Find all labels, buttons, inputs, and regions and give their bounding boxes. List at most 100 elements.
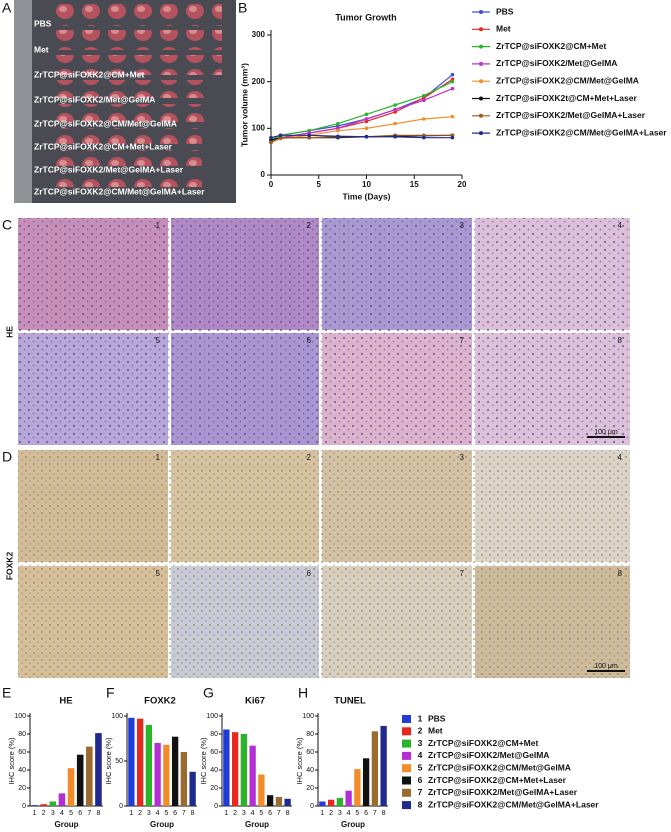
y-tick-label: 0 <box>22 803 26 810</box>
data-point <box>269 140 273 145</box>
bar <box>154 743 161 806</box>
panel-letter: C <box>2 217 12 233</box>
data-point <box>364 112 369 117</box>
legend-label: ZrTCP@siFOXK2@CM+Met <box>496 41 606 51</box>
x-tick-label: 8 <box>286 810 290 817</box>
bar <box>345 790 352 806</box>
tile-number: 6 <box>307 336 312 345</box>
panel-letter: H <box>298 685 308 701</box>
data-point <box>364 126 369 131</box>
data-point <box>450 135 455 140</box>
data-point <box>307 133 312 138</box>
bar <box>189 771 196 806</box>
bar <box>128 717 135 806</box>
x-tick-label: 1 <box>320 810 324 817</box>
panel-letter: E <box>2 685 11 701</box>
bar <box>76 754 84 806</box>
x-tick-label: 0 <box>269 180 274 189</box>
x-axis-label: Group <box>150 820 174 829</box>
bar <box>58 793 66 806</box>
series-line <box>270 134 453 139</box>
y-axis-label: IHC score (%) <box>7 737 16 785</box>
y-tick-label: 100 <box>252 123 266 132</box>
y-tick-label: 80 <box>306 731 314 738</box>
bar <box>284 798 291 806</box>
tile-number: 2 <box>307 453 312 462</box>
x-tick-label: 2 <box>138 810 142 817</box>
tile-number: 5 <box>156 569 161 578</box>
x-tick-label: 3 <box>51 810 55 817</box>
bar <box>67 768 75 806</box>
bar <box>336 797 344 806</box>
legend-swatch <box>402 751 411 760</box>
photo-label: ZrTCP@siFOXK2@CM+Met <box>34 69 144 79</box>
legend-label: ZrTCP@siFOXK2/Met@GelMA <box>496 58 617 68</box>
photo-label: PBS <box>34 18 52 28</box>
bar <box>380 725 387 806</box>
legend-label: ZrTCP@siFOXK2@CM+Met+Laser <box>428 775 567 785</box>
bar <box>86 746 93 806</box>
legend-swatch <box>402 776 411 785</box>
x-tick-label: 6 <box>268 810 272 817</box>
bar <box>275 797 283 806</box>
series-line <box>270 81 453 141</box>
chart-title: Tumor Growth <box>335 12 396 22</box>
x-tick-label: 1 <box>33 810 37 817</box>
legend-number: 4 <box>418 750 423 760</box>
data-point <box>422 98 426 103</box>
bar <box>371 731 379 806</box>
panel-letter: B <box>238 0 247 16</box>
chart-title: HE <box>59 696 72 707</box>
y-tick-label: 80 <box>210 731 218 738</box>
data-point <box>450 114 455 119</box>
y-tick-label: 0 <box>310 803 314 810</box>
x-tick-label: 4 <box>156 810 160 817</box>
y-tick-label: 300 <box>252 30 266 39</box>
stain-label: HE <box>4 326 14 338</box>
he-micrographs <box>18 218 630 445</box>
legend-label: Met <box>428 726 443 736</box>
y-tick-label: 40 <box>306 767 314 774</box>
panel-letter: F <box>106 685 115 701</box>
y-tick-label: 20 <box>210 785 218 792</box>
tile-number: 4 <box>618 221 623 230</box>
x-tick-label: 4 <box>60 810 64 817</box>
x-tick-label: 15 <box>410 180 419 189</box>
x-tick-label: 3 <box>147 810 151 817</box>
photo-label: ZrTCP@siFOXK2@CM/Met@GelMA+Laser <box>34 186 205 196</box>
data-point <box>393 103 397 107</box>
legend-number: 7 <box>418 787 423 797</box>
y-tick-label: 0 <box>214 803 218 810</box>
y-axis-label: IHC score (%) <box>295 737 304 785</box>
legend-label: ZrTCP@siFOXK2/Met@GelMA+Laser <box>496 110 646 120</box>
x-axis-label: Group <box>245 820 269 829</box>
series-line <box>270 74 453 141</box>
legend-marker <box>479 131 483 136</box>
legend-label: ZrTCP@siFOXK2@CM/Met@GelMA+Laser <box>496 127 667 137</box>
photo-label: ZrTCP@siFOXK2@CM+Met+Laser <box>34 141 173 151</box>
y-axis-label: IHC score (%) <box>199 737 208 785</box>
panel-letter: G <box>203 685 214 701</box>
x-tick-label: 2 <box>42 810 46 817</box>
legend-swatch <box>402 801 411 810</box>
legend-swatch <box>402 788 411 797</box>
legend-swatch <box>402 715 411 723</box>
data-point <box>336 128 340 133</box>
tile-number: 2 <box>307 221 312 230</box>
legend-marker <box>479 61 483 66</box>
x-axis-label: Group <box>341 820 365 829</box>
data-point <box>269 135 273 140</box>
x-tick-label: 2 <box>233 810 237 817</box>
bar <box>362 758 370 806</box>
bar <box>31 805 38 806</box>
y-tick-label: 60 <box>306 749 314 756</box>
legend-marker <box>479 27 483 32</box>
x-tick-label: 5 <box>355 810 359 817</box>
legend-number: 3 <box>418 738 423 748</box>
tile-number: 5 <box>156 336 161 345</box>
legend-number: 5 <box>418 762 423 772</box>
y-tick-label: 100 <box>206 713 218 720</box>
x-tick-label: 8 <box>191 810 195 817</box>
legend-number: 2 <box>418 726 423 736</box>
bar <box>40 804 47 806</box>
